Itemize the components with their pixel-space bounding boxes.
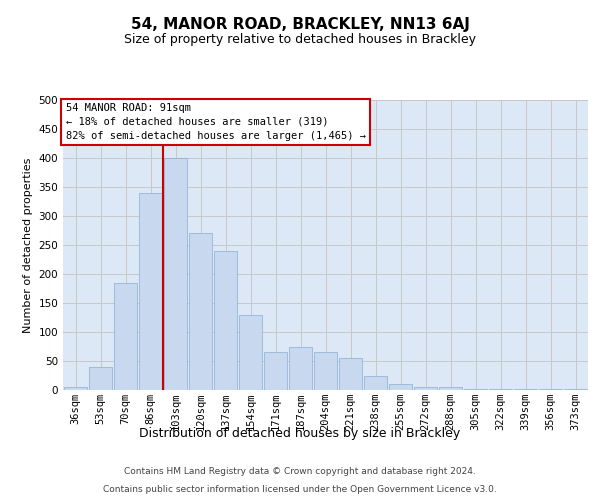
Bar bbox=[114, 282, 137, 390]
Bar bbox=[139, 193, 162, 390]
Text: Size of property relative to detached houses in Brackley: Size of property relative to detached ho… bbox=[124, 32, 476, 46]
Bar bbox=[89, 367, 112, 390]
Bar bbox=[314, 352, 337, 390]
Text: Distribution of detached houses by size in Brackley: Distribution of detached houses by size … bbox=[139, 428, 461, 440]
Text: Contains HM Land Registry data © Crown copyright and database right 2024.: Contains HM Land Registry data © Crown c… bbox=[124, 468, 476, 476]
Bar bbox=[364, 376, 387, 390]
Bar bbox=[414, 387, 437, 390]
Text: 54 MANOR ROAD: 91sqm
← 18% of detached houses are smaller (319)
82% of semi-deta: 54 MANOR ROAD: 91sqm ← 18% of detached h… bbox=[65, 103, 365, 141]
Bar bbox=[389, 384, 412, 390]
Bar bbox=[239, 314, 262, 390]
Bar bbox=[464, 389, 487, 390]
Bar bbox=[439, 387, 462, 390]
Bar bbox=[64, 387, 87, 390]
Text: Contains public sector information licensed under the Open Government Licence v3: Contains public sector information licen… bbox=[103, 485, 497, 494]
Bar bbox=[489, 389, 512, 390]
Bar bbox=[214, 251, 237, 390]
Bar bbox=[164, 158, 187, 390]
Y-axis label: Number of detached properties: Number of detached properties bbox=[23, 158, 33, 332]
Bar bbox=[264, 352, 287, 390]
Bar bbox=[339, 358, 362, 390]
Bar bbox=[289, 346, 312, 390]
Bar bbox=[189, 234, 212, 390]
Text: 54, MANOR ROAD, BRACKLEY, NN13 6AJ: 54, MANOR ROAD, BRACKLEY, NN13 6AJ bbox=[131, 18, 469, 32]
Bar bbox=[564, 389, 587, 390]
